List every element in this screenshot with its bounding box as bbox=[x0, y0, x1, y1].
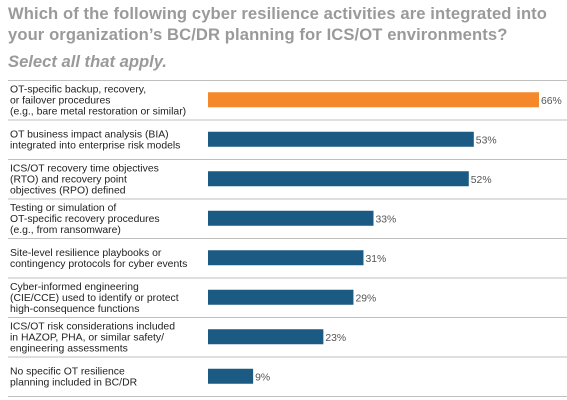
bar bbox=[208, 131, 474, 147]
category-label: OT business impact analysis (BIA) integra… bbox=[10, 129, 180, 151]
bar bbox=[208, 210, 374, 226]
category-label: ICS/OT risk considerations included in HA… bbox=[10, 321, 175, 354]
category-label: Cyber-informed engineering (CIE/CCE) used… bbox=[10, 282, 179, 315]
bar bbox=[208, 171, 469, 187]
category-label: ICS/OT recovery time objectives (RTO) and… bbox=[10, 163, 159, 196]
bar bbox=[208, 368, 254, 384]
bar bbox=[208, 250, 364, 266]
value-label: 31% bbox=[365, 254, 386, 265]
chart-title: Which of the following cyber resilience … bbox=[8, 4, 548, 44]
value-label: 33% bbox=[376, 214, 397, 225]
category-label: OT-specific backup, recovery, or failover… bbox=[10, 84, 186, 117]
bar bbox=[208, 289, 354, 305]
value-label: 23% bbox=[325, 333, 346, 344]
category-label: No specific OT resilience planning includ… bbox=[10, 366, 138, 388]
value-label: 9% bbox=[255, 372, 270, 383]
bar bbox=[208, 92, 539, 108]
category-label: Site-level resilience playbooks or contin… bbox=[10, 248, 187, 270]
value-label: 29% bbox=[355, 293, 376, 304]
value-label: 53% bbox=[476, 135, 497, 146]
bar bbox=[208, 329, 324, 345]
value-label: 66% bbox=[541, 96, 562, 107]
value-label: 52% bbox=[471, 175, 492, 186]
category-label: Testing or simulation of OT-specific reco… bbox=[10, 203, 160, 236]
chart-subtitle: Select all that apply. bbox=[8, 52, 167, 71]
